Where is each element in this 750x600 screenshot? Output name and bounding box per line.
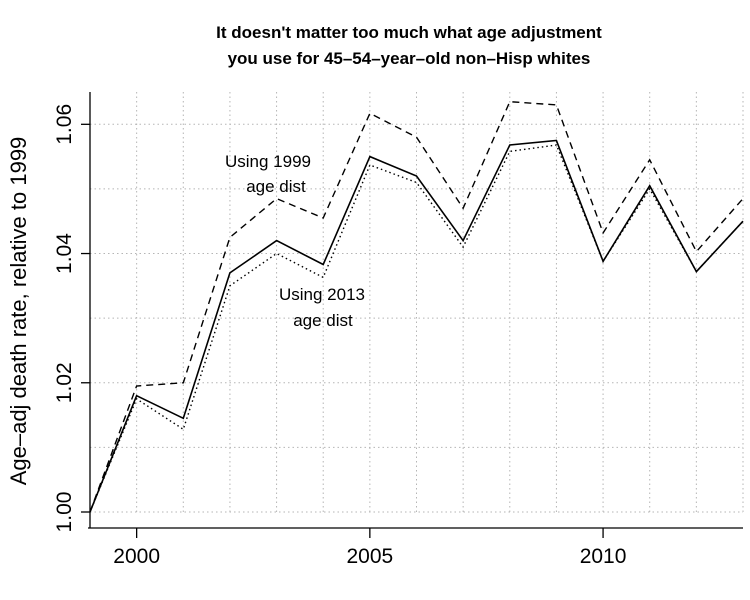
x-tick-label: 2000: [113, 545, 160, 568]
x-tick-label: 2005: [346, 545, 393, 568]
tick-labels: 1.00 1.02 1.04 1.06 2000 2005 2010: [53, 104, 626, 568]
chart-title-line-1: It doesn't matter too much what age adju…: [216, 23, 602, 42]
series-line-dashed: [89, 100, 744, 513]
annotation-1999-line-1: Using 1999: [225, 152, 311, 171]
annotation-2013-line-1: Using 2013: [279, 285, 365, 304]
axes: [81, 92, 743, 538]
y-tick-label: 1.02: [53, 362, 76, 403]
y-tick-label: 1.04: [53, 233, 76, 274]
x-tick-label: 2010: [580, 545, 627, 568]
series-group: [89, 100, 744, 513]
chart-title-line-2: you use for 45–54–year–old non–Hisp whit…: [228, 49, 591, 68]
chart-title: It doesn't matter too much what age adju…: [216, 23, 602, 68]
annotation-1999-line-2: age dist: [246, 177, 306, 196]
y-axis-label: Age–adj death rate, relative to 1999: [6, 137, 31, 486]
y-tick-label: 1.00: [53, 492, 76, 533]
grid: [89, 92, 744, 513]
annotation-2013-line-2: age dist: [293, 311, 353, 330]
series-line-solid: [89, 139, 744, 513]
annotations: Using 1999 age dist Using 2013 age dist: [225, 152, 365, 330]
y-tick-label: 1.06: [53, 104, 76, 145]
